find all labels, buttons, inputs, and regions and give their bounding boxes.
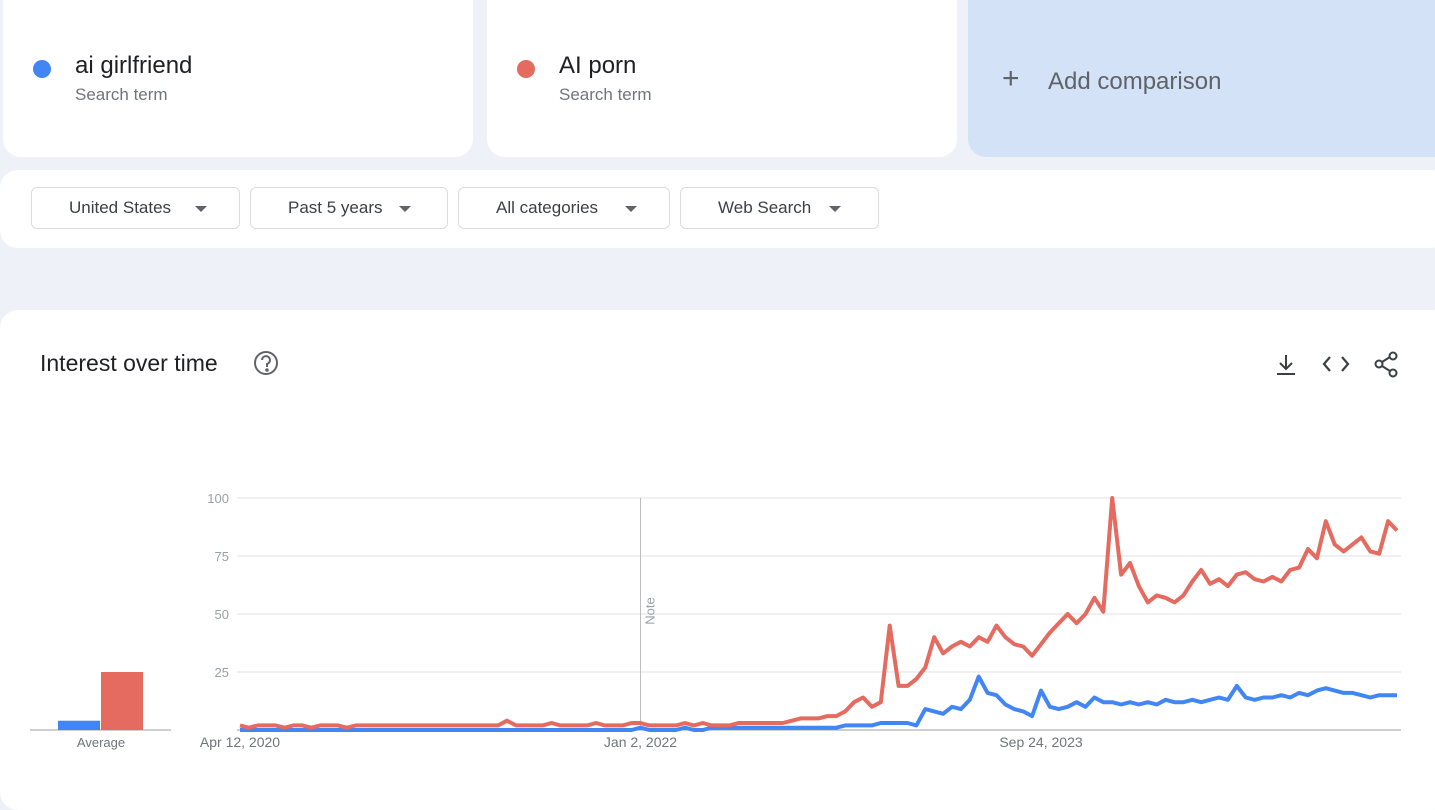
term-card[interactable]: ai girlfriend Search term <box>3 0 473 157</box>
y-tick-label: 50 <box>215 607 229 622</box>
share-icon[interactable] <box>1374 351 1398 378</box>
add-comparison-label: Add comparison <box>1048 68 1222 95</box>
average-label: Average <box>77 735 125 750</box>
term-dot <box>517 60 535 78</box>
dropdown-arrow <box>829 206 841 212</box>
dropdown-arrow <box>625 206 637 212</box>
filter-label: Web Search <box>718 198 812 217</box>
filter-button[interactable]: All categories <box>458 187 670 229</box>
term-name: ai girlfriend <box>75 52 193 79</box>
x-tick-label: Sep 24, 2023 <box>999 734 1083 750</box>
annotation: Note <box>643 597 658 624</box>
average-bar <box>101 672 143 730</box>
series-line <box>239 496 1399 730</box>
filter-button[interactable]: Web Search <box>680 187 879 229</box>
x-tick-label: Apr 12, 2020 <box>200 734 280 750</box>
filter-button[interactable]: Past 5 years <box>250 187 448 229</box>
chart-title: Interest over time <box>40 350 218 376</box>
term-card[interactable]: AI porn Search term <box>487 0 957 157</box>
filter-button[interactable]: United States <box>31 187 240 229</box>
y-tick-label: 25 <box>215 665 229 680</box>
term-dot <box>33 60 51 78</box>
help-icon[interactable] <box>254 351 278 375</box>
term-caption: Search term <box>75 85 168 104</box>
y-tick-label: 100 <box>207 491 229 506</box>
average-bar <box>58 720 100 730</box>
filter-label: All categories <box>496 198 599 217</box>
filter-label: United States <box>69 198 172 217</box>
plus-icon: + <box>1002 62 1020 95</box>
x-tick-label: Jan 2, 2022 <box>604 734 677 750</box>
series-line <box>240 674 1397 732</box>
dropdown-arrow <box>195 206 207 212</box>
filter-bar: United States Past 5 years All categorie… <box>0 170 1435 248</box>
filter-label: Past 5 years <box>288 198 383 217</box>
embed-icon[interactable] <box>1322 356 1350 372</box>
term-caption: Search term <box>559 85 652 104</box>
term-name: AI porn <box>559 52 637 79</box>
download-icon[interactable] <box>1277 355 1295 375</box>
chart: Interest over time 25 50 75 100 Note Apr 12, … <box>30 350 1401 750</box>
dropdown-arrow <box>399 206 411 212</box>
add-comparison[interactable]: + Add comparison <box>968 0 1435 157</box>
y-tick-label: 75 <box>215 549 229 564</box>
